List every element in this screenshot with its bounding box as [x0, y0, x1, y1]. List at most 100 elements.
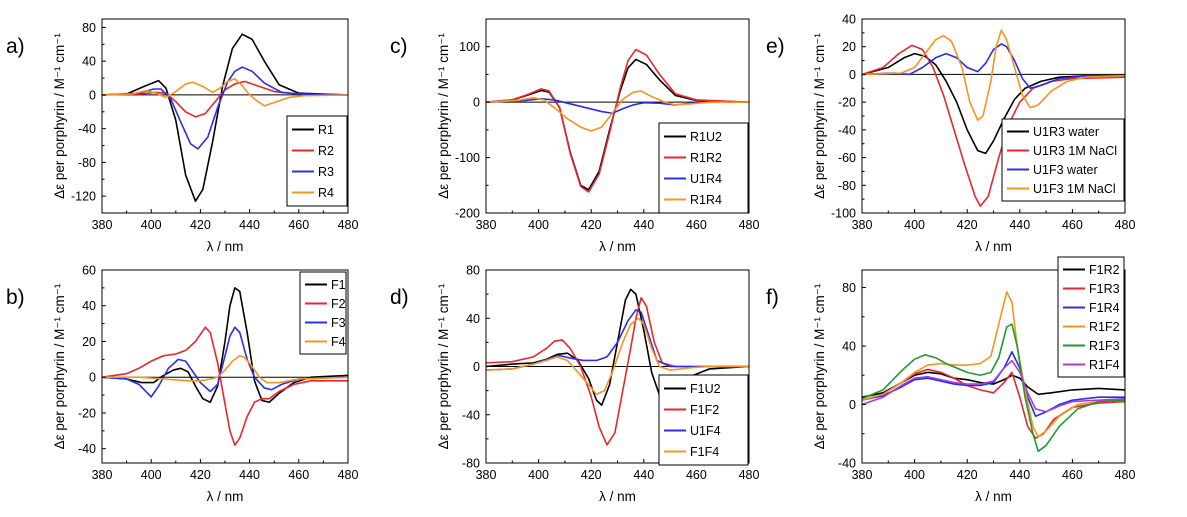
chart-panel-2: 380 400 420 440 460 480 -40 -20 0 20 40 60 λ / nm Δε … — [6, 264, 358, 505]
y-tick-label: -60 — [838, 151, 856, 165]
x-tick-label: 380 — [92, 468, 113, 482]
y-tick-label: 40 — [842, 340, 856, 354]
panel-letter: d) — [390, 286, 409, 309]
series-line-f2 — [102, 326, 348, 446]
panel-letter: e) — [766, 35, 785, 58]
y-tick-label: -40 — [78, 122, 96, 136]
legend: U1R3 water U1R3 1M NaCl U1F3 water U1F3 1M … — [1001, 118, 1125, 202]
legend-label: R4 — [318, 186, 334, 200]
y-axis-title: Δε per porphyrin / M⁻¹ cm⁻¹ — [52, 33, 67, 199]
x-axis-title: λ / nm — [207, 239, 244, 254]
legend-label: F4 — [331, 335, 346, 349]
y-tick-label: -100 — [831, 207, 856, 221]
legend-label: F1F2 — [690, 403, 719, 417]
series-line-u1f3-1m-nacl — [862, 29, 1125, 121]
series-line-r2 — [102, 80, 348, 118]
x-tick-label: 460 — [288, 468, 309, 482]
x-tick-label: 380 — [92, 218, 113, 232]
y-tick-label: -40 — [838, 457, 856, 471]
panel-letter: b) — [6, 286, 25, 309]
legend-label: F1 — [331, 278, 346, 292]
y-axis-title: Δε per porphyrin / M⁻¹ cm⁻¹ — [436, 33, 451, 199]
y-tick-label: -200 — [455, 207, 480, 221]
series-line-f1f2 — [486, 296, 749, 446]
y-tick-label: 100 — [459, 40, 480, 54]
legend-label: R1R4 — [690, 193, 722, 207]
x-tick-label: 440 — [633, 468, 654, 482]
x-tick-label: 440 — [1009, 218, 1030, 232]
legend-label: U1R3 water — [1033, 125, 1099, 139]
y-axis-title: Δε per porphyrin / M⁻¹ cm⁻¹ — [812, 33, 827, 199]
legend-label: R1R2 — [690, 151, 722, 165]
series-line-r1r2 — [486, 48, 749, 193]
legend: R1 R2 R3 R4 — [286, 115, 348, 207]
x-tick-label: 480 — [338, 218, 359, 232]
y-tick-label: 80 — [82, 21, 96, 35]
x-tick-label: 460 — [686, 218, 707, 232]
y-tick-label: -40 — [462, 408, 480, 422]
legend-label: U1F3 1M NaCl — [1033, 182, 1116, 196]
series-line-f1r2 — [862, 371, 1125, 398]
y-tick-label: 0 — [89, 371, 96, 385]
x-tick-label: 460 — [288, 218, 309, 232]
legend: F1U2 F1F2 U1F4 F1F4 — [658, 374, 749, 466]
y-tick-label: 60 — [82, 264, 96, 278]
x-tick-label: 420 — [190, 468, 211, 482]
legend-label: R1U2 — [690, 130, 722, 144]
series-line-f4 — [102, 354, 348, 384]
legend-label: R1 — [318, 123, 334, 137]
x-tick-label: 440 — [1009, 468, 1030, 482]
series-line-r1f4 — [862, 359, 1125, 413]
chart-panel-6: 380 400 420 440 460 480 -40 0 40 80 λ / nm Δε per p… — [766, 256, 1135, 504]
y-tick-label: 40 — [82, 55, 96, 69]
series-line-r3 — [102, 66, 348, 150]
y-tick-label: 20 — [842, 40, 856, 54]
series-line-u1f3-water — [862, 43, 1125, 90]
panel-letter: c) — [390, 35, 408, 58]
series-line-r1f2 — [862, 291, 1125, 438]
x-tick-label: 460 — [686, 468, 707, 482]
x-tick-label: 400 — [141, 468, 162, 482]
legend: R1U2 R1R2 U1R4 R1R4 — [658, 122, 749, 214]
legend: F1 F2 F3 F4 — [299, 271, 347, 355]
x-tick-label: 480 — [739, 218, 760, 232]
series-line-u1f4 — [486, 309, 749, 371]
y-tick-label: -80 — [462, 457, 480, 471]
y-tick-label: 0 — [849, 398, 856, 412]
series-line-u1r3-water — [862, 52, 1125, 155]
legend-label: F1R3 — [1089, 282, 1120, 296]
y-tick-label: -20 — [78, 406, 96, 420]
series-line-r1f3 — [862, 323, 1125, 453]
legend-label: R3 — [318, 165, 334, 179]
legend-label: R1F2 — [1089, 320, 1120, 334]
x-axis-title: λ / nm — [599, 239, 636, 254]
legend-label: F1R4 — [1089, 301, 1120, 315]
y-tick-label: 80 — [842, 281, 856, 295]
y-tick-label: 20 — [82, 335, 96, 349]
x-tick-label: 400 — [904, 468, 925, 482]
legend-label: R1F3 — [1089, 339, 1120, 353]
panel-letter: f) — [766, 286, 779, 309]
y-tick-label: -40 — [78, 442, 96, 456]
series-line-f1f4 — [486, 317, 749, 396]
y-tick-label: 0 — [849, 68, 856, 82]
y-tick-label: -80 — [78, 156, 96, 170]
y-axis-title: Δε per porphyrin / M⁻¹ cm⁻¹ — [436, 283, 451, 449]
x-axis-title: λ / nm — [207, 489, 244, 504]
y-tick-label: -40 — [838, 123, 856, 137]
y-tick-label: 40 — [82, 299, 96, 313]
x-axis-title: λ / nm — [599, 489, 636, 504]
x-tick-label: 460 — [1062, 468, 1083, 482]
chart-panel-4: 380 400 420 440 460 480 -80 -40 0 40 80 λ / nm Δε pe… — [390, 264, 759, 505]
x-tick-label: 460 — [1062, 218, 1083, 232]
chart-panel-3: 380 400 420 440 460 480 -200 -100 0 100 λ / nm Δε p… — [390, 18, 760, 254]
legend-label: U1R4 — [690, 172, 722, 186]
y-tick-label: 0 — [89, 88, 96, 102]
x-tick-label: 420 — [581, 218, 602, 232]
y-tick-label: 40 — [466, 312, 480, 326]
x-tick-label: 480 — [739, 468, 760, 482]
y-tick-label: 80 — [466, 264, 480, 278]
x-tick-label: 420 — [581, 468, 602, 482]
legend-label: F1R2 — [1089, 263, 1120, 277]
x-tick-label: 480 — [1115, 218, 1136, 232]
